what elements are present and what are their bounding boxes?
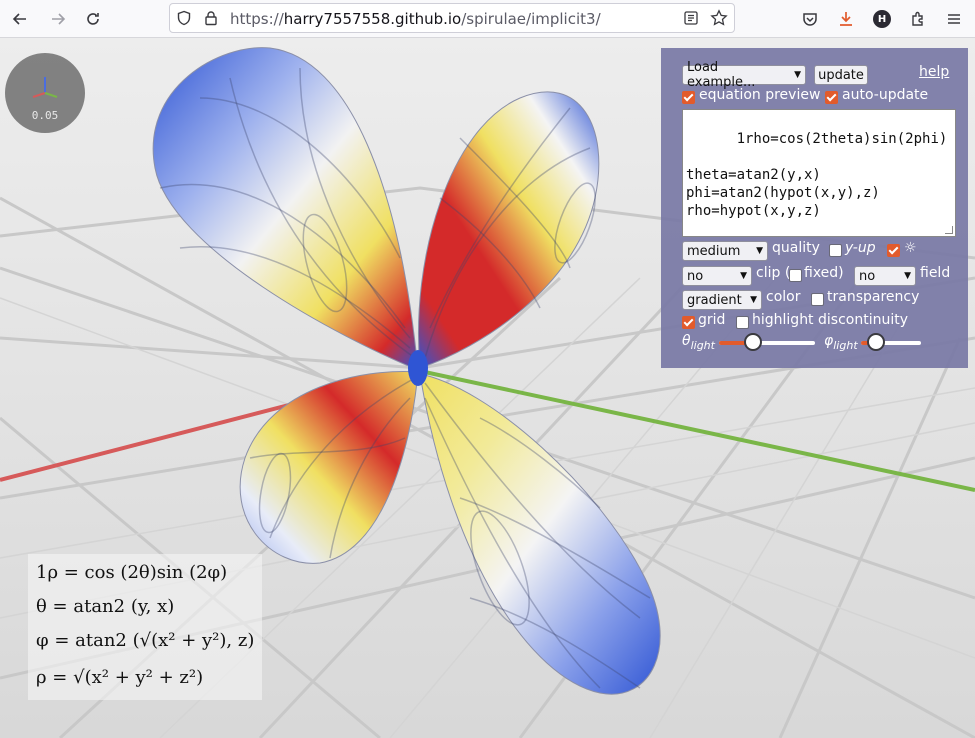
chevron-down-icon: ▼ [794, 70, 801, 80]
bookmark-star-icon[interactable] [710, 9, 728, 31]
color-value: gradient [687, 292, 742, 308]
grid-checkbox[interactable] [682, 316, 695, 329]
chevron-down-icon: ▼ [740, 271, 747, 281]
clip-select[interactable]: no ▼ [682, 266, 752, 286]
lobe-bottom-left [239, 371, 419, 564]
load-example-label: Load example... [687, 60, 756, 90]
avatar-initial: H [873, 10, 891, 28]
axes-gizmo-icon [32, 77, 58, 98]
extensions-icon[interactable] [904, 5, 932, 33]
formula-rho-def: ρ = √(x² + y² + z²) [36, 667, 204, 688]
url-scheme: https:// [230, 10, 284, 28]
clip-label: clip ( [756, 265, 791, 281]
theta-symbol: θ [682, 333, 691, 349]
lobe-top-right [417, 91, 600, 369]
lobe-bottom-right [419, 373, 661, 695]
phi-light-label: φlight [824, 333, 858, 352]
theta-light-label: θlight [682, 333, 715, 352]
axes-gizmo[interactable]: 0.05 [5, 53, 85, 133]
browser-toolbar: https://harry7557558.github.io/spirulae/… [0, 0, 975, 38]
download-icon[interactable] [832, 5, 860, 33]
phi-light-slider[interactable] [861, 341, 921, 345]
transparency-checkbox[interactable] [811, 293, 824, 306]
chevron-down-icon: ▼ [750, 295, 757, 305]
fixed-label: fixed) [804, 265, 844, 281]
theta-light-fill [719, 341, 753, 345]
auto-update-label: auto-update [842, 87, 929, 103]
color-select[interactable]: gradient ▼ [682, 290, 762, 310]
grid-label: grid [698, 312, 726, 328]
help-link[interactable]: help [919, 64, 950, 80]
forward-icon[interactable] [44, 5, 72, 33]
update-label: update [818, 67, 864, 83]
phi-light-thumb[interactable] [867, 333, 885, 351]
phi-sub: light [833, 338, 858, 352]
formula-phi: φ = atan2 (√(x² + y²), z) [36, 630, 255, 651]
url-host: harry7557558.github.io [283, 10, 462, 28]
control-panel: Load example... ▼ update help equation pr… [661, 48, 968, 368]
menu-icon[interactable] [940, 5, 968, 33]
equation-textarea[interactable]: 1rho=cos(2theta)sin(2phi) theta=atan2(y,… [682, 109, 956, 237]
theta-light-slider[interactable] [719, 341, 815, 345]
equation-text: 1rho=cos(2theta)sin(2phi) theta=atan2(y,… [686, 131, 948, 219]
formula-theta: θ = atan2 (y, x) [36, 596, 175, 617]
quality-select[interactable]: medium ▼ [682, 241, 768, 261]
url-text[interactable]: https://harry7557558.github.io/spirulae/… [230, 10, 601, 28]
reader-view-icon[interactable] [683, 10, 699, 30]
resize-handle-icon[interactable] [945, 226, 953, 234]
theta-light-thumb[interactable] [744, 333, 762, 351]
auto-update-checkbox[interactable] [825, 91, 838, 104]
formula-rho: 1ρ = cos (2θ)sin (2φ) [36, 562, 228, 583]
lock-icon[interactable] [203, 10, 219, 30]
chevron-down-icon: ▼ [904, 271, 911, 281]
field-value: no [859, 268, 876, 284]
field-label: field [920, 265, 951, 281]
reload-icon[interactable] [79, 5, 107, 33]
chevron-down-icon: ▼ [756, 246, 763, 256]
url-bar[interactable]: https://harry7557558.github.io/spirulae/… [169, 3, 735, 33]
color-label: color [766, 289, 801, 305]
update-button[interactable]: update [814, 65, 868, 85]
y-axis [419, 369, 975, 492]
transparency-label: transparency [827, 289, 920, 305]
field-select[interactable]: no ▼ [854, 266, 916, 286]
scale-readout: 0.05 [31, 109, 59, 122]
quality-value: medium [687, 243, 741, 259]
light-icon: ☼ [904, 240, 917, 256]
light-checkbox[interactable] [887, 244, 900, 257]
center-singularity [408, 350, 428, 386]
y-up-label: y-up [845, 240, 876, 256]
theta-sub: light [690, 338, 715, 352]
equation-preview: 1ρ = cos (2θ)sin (2φ) θ = atan2 (y, x) φ… [28, 554, 263, 700]
back-icon[interactable] [6, 5, 34, 33]
highlight-discontinuity-label: highlight discontinuity [752, 312, 908, 328]
url-path: /spirulae/implicit3/ [461, 10, 601, 28]
profile-avatar[interactable]: H [868, 5, 896, 33]
quality-label: quality [772, 240, 820, 256]
load-example-select[interactable]: Load example... ▼ [682, 60, 806, 90]
equation-preview-label: equation preview [699, 87, 821, 103]
equation-preview-checkbox[interactable] [682, 91, 695, 104]
y-up-checkbox[interactable] [829, 244, 842, 257]
fixed-checkbox[interactable] [789, 269, 802, 282]
lobe-top-left [152, 47, 419, 371]
highlight-discontinuity-checkbox[interactable] [736, 316, 749, 329]
render-viewport[interactable]: 0.05 Load example... ▼ update help equati… [0, 38, 975, 738]
clip-value: no [687, 268, 704, 284]
phi-symbol: φ [824, 333, 834, 349]
shield-icon[interactable] [176, 10, 192, 30]
pocket-icon[interactable] [796, 5, 824, 33]
